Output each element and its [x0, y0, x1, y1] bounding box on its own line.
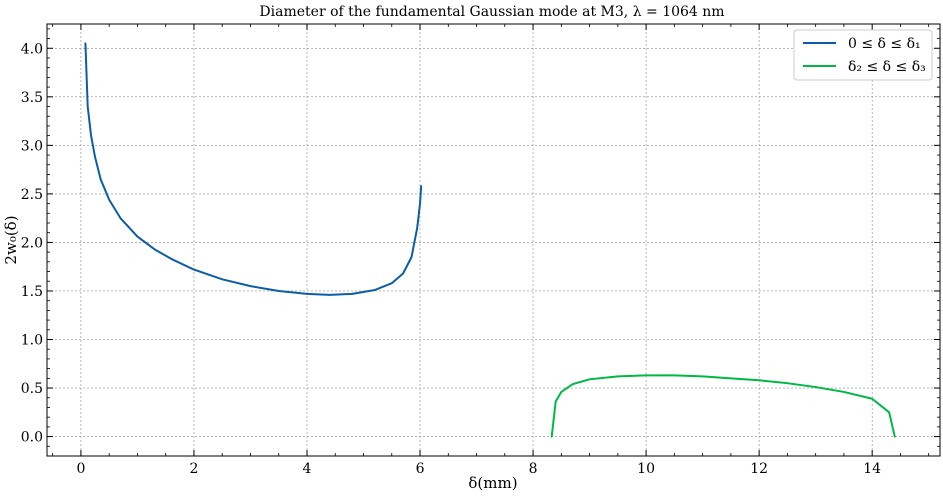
y-tick-label: 3.5 — [21, 90, 43, 106]
y-tick-label: 2.0 — [21, 235, 43, 251]
y-tick-label: 1.0 — [21, 333, 43, 349]
x-tick-label: 0 — [76, 461, 85, 477]
x-axis-label: δ(mm) — [468, 474, 517, 492]
chart-title: Diameter of the fundamental Gaussian mod… — [259, 4, 724, 20]
x-tick-label: 8 — [529, 461, 538, 477]
major-ticks — [47, 24, 940, 456]
legend: 0 ≤ δ ≤ δ₁ δ₂ ≤ δ ≤ δ₃ — [793, 29, 933, 81]
x-tick-label: 10 — [637, 461, 655, 477]
legend-label-series-2: δ₂ ≤ δ ≤ δ₃ — [848, 59, 926, 75]
x-tick-label: 6 — [416, 461, 425, 477]
y-tick-label: 0.0 — [21, 430, 43, 446]
x-tick-label: 14 — [863, 461, 881, 477]
series-line-1 — [84, 42, 423, 296]
y-tick-label: 3.0 — [21, 138, 43, 154]
series-line-2 — [550, 374, 896, 438]
legend-label-series-1: 0 ≤ δ ≤ δ₁ — [848, 36, 921, 52]
series-lines — [84, 42, 896, 438]
y-tick-label: 4.0 — [21, 41, 43, 57]
x-tick-label: 4 — [303, 461, 312, 477]
tick-labels: 0 2 4 6 8 10 12 14 0.0 0.5 1.0 1.5 2.0 2.5 3.0 3.5 4.0 — [21, 41, 881, 477]
grid — [47, 24, 940, 456]
y-tick-label: 1.5 — [21, 284, 43, 300]
y-axis-label: 2w₀(δ) — [2, 215, 20, 264]
plot-frame — [46, 23, 941, 457]
y-tick-label: 0.5 — [21, 381, 43, 397]
x-tick-label: 2 — [189, 461, 198, 477]
x-tick-label: 12 — [750, 461, 768, 477]
y-tick-label: 2.5 — [21, 187, 43, 203]
